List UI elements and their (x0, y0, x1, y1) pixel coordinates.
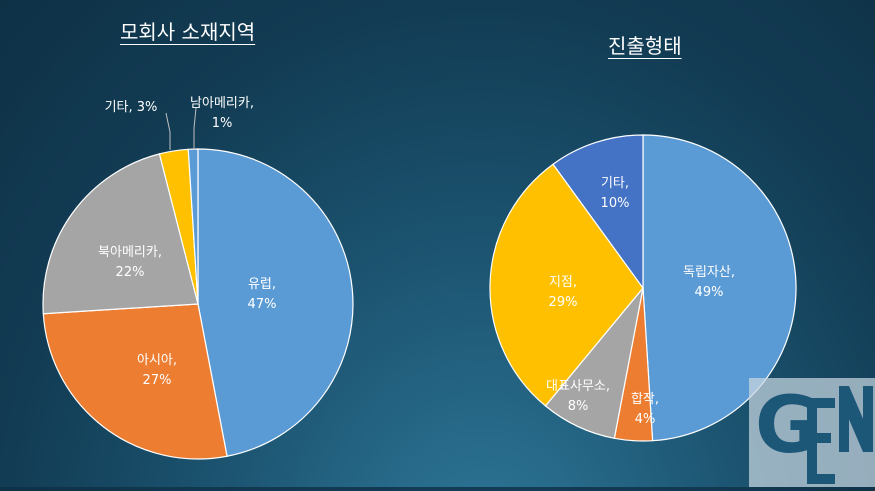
leader-line-etc (165, 112, 171, 150)
pie-label-right-3: 지점, 29% (549, 275, 578, 310)
pie-chart-left: 유럽, 47% 아시아, 27% 북아메리카, 22% 기타, 3% 남아메리카, 1% (42, 96, 354, 460)
leader-line-south-america (193, 107, 197, 150)
gen-logo: G (749, 378, 875, 487)
pie-label-left-0: 유럽, 47% (248, 277, 277, 312)
pie-label-right-4: 기타, 10% (601, 176, 630, 211)
gen-logo-letter-e (807, 398, 835, 484)
chart-title-left: 모회사 소재지역 (120, 20, 256, 44)
pie-slice-right-3 (489, 163, 644, 407)
pie-slice-left-0 (197, 148, 354, 457)
leader-lines (165, 107, 197, 150)
pie-label-left-1: 아시아, 27% (137, 353, 177, 388)
pie-chart-right: 독립자산, 49% 합작, 4% 대표사무소, 8% 지점, 29% 기타, 10% (489, 134, 797, 442)
pie-label-right-0: 독립자산, 49% (683, 265, 735, 300)
pie-slice-left-1 (42, 303, 228, 460)
pie-label-left-4: 남아메리카, 1% (190, 96, 254, 131)
gen-logo-letter-n (839, 386, 873, 452)
pie-slice-right-0 (642, 134, 797, 442)
pie-slice-left-4 (187, 148, 199, 305)
chart-title-right: 진출형태 (608, 34, 682, 58)
pie-label-right-1: 합작, 4% (631, 392, 659, 427)
gen-logo-mark: G (755, 381, 873, 484)
pie-slice-right-4 (552, 134, 644, 290)
pie-label-right-2: 대표사무소, 8% (546, 379, 610, 414)
pie-label-left-2: 북아메리카, 22% (98, 245, 162, 280)
pie-slice-left-2 (42, 153, 199, 315)
pie-label-left-3: 기타, 3% (105, 100, 158, 115)
